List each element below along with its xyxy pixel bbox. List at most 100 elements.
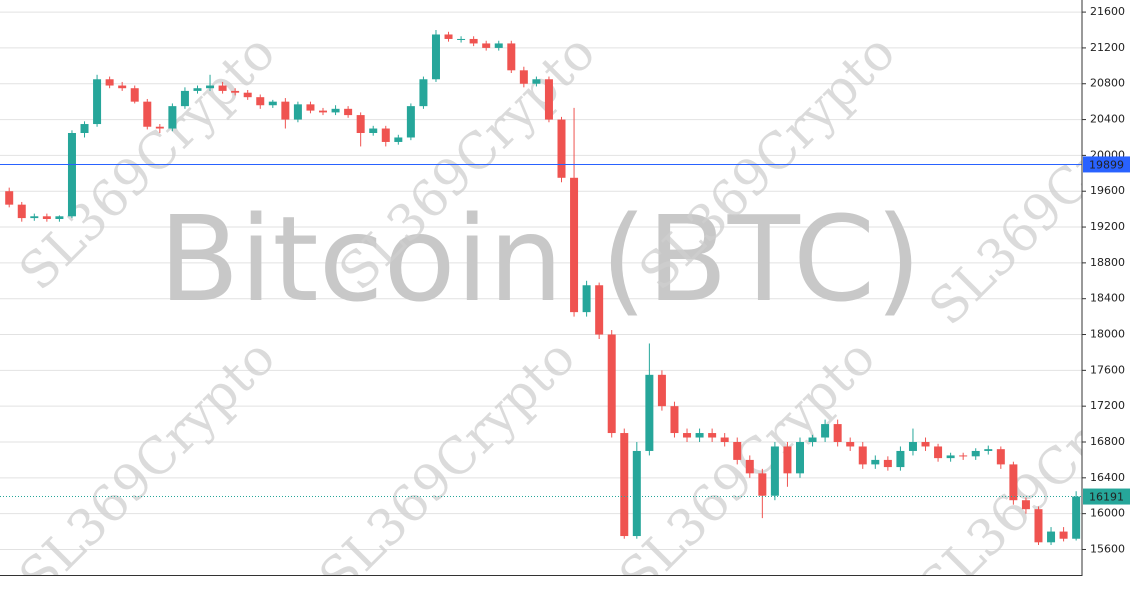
candle-body bbox=[494, 43, 503, 48]
y-tick-label: 16400 bbox=[1090, 471, 1125, 484]
y-tick-label: 18000 bbox=[1090, 328, 1125, 341]
candle-body bbox=[544, 79, 553, 120]
time-axis bbox=[0, 575, 1130, 600]
candle-body bbox=[1059, 531, 1068, 539]
candle-body bbox=[783, 446, 792, 474]
candle-body bbox=[570, 177, 579, 313]
y-tick-label: 21600 bbox=[1090, 5, 1125, 18]
candle-body bbox=[808, 437, 817, 442]
candle-body bbox=[469, 38, 478, 44]
y-tick-label: 20400 bbox=[1090, 113, 1125, 126]
candle-body bbox=[419, 79, 428, 107]
price-label-box bbox=[1083, 156, 1130, 173]
candle-body bbox=[143, 101, 152, 127]
candle-body bbox=[1009, 464, 1018, 501]
candle-body bbox=[532, 79, 541, 84]
candle-body bbox=[256, 97, 265, 106]
candle-body bbox=[821, 424, 830, 438]
candle-body bbox=[770, 446, 779, 496]
candle-body bbox=[30, 216, 39, 219]
candle-body bbox=[344, 108, 353, 116]
candle-body bbox=[507, 43, 516, 71]
y-tick-label: 20800 bbox=[1090, 77, 1125, 90]
candle-body bbox=[231, 90, 240, 93]
candle-body bbox=[356, 115, 365, 134]
candle-body bbox=[105, 79, 114, 86]
candle-body bbox=[645, 374, 654, 451]
y-tick-label: 16000 bbox=[1090, 507, 1125, 520]
watermark: Bitcoin (BTC) bbox=[159, 190, 922, 328]
candle-body bbox=[168, 106, 177, 129]
y-tick-label: 17200 bbox=[1090, 399, 1125, 412]
candle-body bbox=[457, 38, 466, 40]
candle-body bbox=[206, 85, 215, 89]
candle-body bbox=[406, 106, 415, 138]
candle-body bbox=[180, 90, 189, 107]
candle-body bbox=[1021, 500, 1030, 510]
candle-body bbox=[1072, 496, 1081, 539]
candle-body bbox=[55, 216, 64, 219]
candle-body bbox=[595, 285, 604, 335]
y-tick-label: 18800 bbox=[1090, 256, 1125, 269]
candle-body bbox=[745, 459, 754, 474]
candle-body bbox=[582, 285, 591, 313]
candle-body bbox=[657, 374, 666, 407]
candle-body bbox=[959, 455, 968, 457]
candle-body bbox=[708, 433, 717, 438]
candle-body bbox=[519, 70, 528, 84]
candle-body bbox=[733, 441, 742, 460]
candle-body bbox=[833, 424, 842, 442]
candle-body bbox=[670, 406, 679, 434]
price-label: 16191 bbox=[1089, 491, 1124, 504]
price-label: 19899 bbox=[1089, 158, 1124, 171]
candle-body bbox=[17, 204, 26, 219]
candle-body bbox=[795, 441, 804, 474]
candle-body bbox=[607, 334, 616, 434]
candle-body bbox=[93, 79, 102, 125]
candle-body bbox=[293, 104, 302, 120]
candle-body bbox=[482, 43, 491, 48]
candle-body bbox=[243, 92, 252, 98]
candle-body bbox=[557, 119, 566, 178]
candle-body bbox=[306, 104, 315, 111]
candle-body bbox=[971, 450, 980, 457]
candle-body bbox=[1047, 531, 1056, 543]
candle-body bbox=[369, 128, 378, 134]
y-tick-label: 19600 bbox=[1090, 184, 1125, 197]
candle-body bbox=[946, 455, 955, 459]
candle-body bbox=[921, 441, 930, 447]
candle-body bbox=[42, 216, 51, 219]
candle-body bbox=[896, 450, 905, 468]
candle-body bbox=[1034, 509, 1043, 543]
candle-body bbox=[620, 433, 629, 537]
price-label-box bbox=[1083, 488, 1130, 505]
candle-body bbox=[883, 459, 892, 468]
candle-body bbox=[444, 34, 453, 39]
candle-body bbox=[218, 85, 227, 91]
candle-body bbox=[331, 108, 340, 113]
candle-body bbox=[632, 450, 641, 537]
candle-body bbox=[155, 126, 164, 129]
candle-body bbox=[908, 441, 917, 451]
candle-body bbox=[67, 133, 76, 217]
y-tick-label: 19200 bbox=[1090, 220, 1125, 233]
y-tick-label: 18400 bbox=[1090, 292, 1125, 305]
candle-body bbox=[381, 128, 390, 142]
candle-body bbox=[118, 85, 127, 89]
candle-body bbox=[720, 437, 729, 442]
candle-body bbox=[871, 459, 880, 465]
candle-body bbox=[695, 433, 704, 438]
candle-body bbox=[846, 441, 855, 447]
candle-body bbox=[996, 449, 1005, 465]
candle-body bbox=[80, 124, 89, 134]
candle-body bbox=[130, 88, 139, 102]
candle-body bbox=[758, 473, 767, 496]
candle-body bbox=[431, 34, 440, 80]
candle-body bbox=[281, 101, 290, 120]
candle-body bbox=[394, 137, 403, 142]
candle-body bbox=[319, 110, 328, 113]
y-tick-label: 17600 bbox=[1090, 363, 1125, 376]
candle-body bbox=[934, 446, 943, 459]
y-tick-label: 15600 bbox=[1090, 542, 1125, 555]
